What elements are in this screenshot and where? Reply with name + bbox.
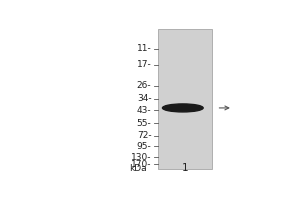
Text: 11-: 11- — [137, 44, 152, 53]
Text: 17-: 17- — [137, 60, 152, 69]
Text: kDa: kDa — [129, 164, 147, 173]
Text: 95-: 95- — [137, 142, 152, 151]
Text: 170-: 170- — [131, 160, 152, 169]
Text: 72-: 72- — [137, 131, 152, 140]
Text: 34-: 34- — [137, 94, 152, 103]
Text: 43-: 43- — [137, 106, 152, 115]
Text: 55-: 55- — [137, 119, 152, 128]
Ellipse shape — [163, 104, 203, 112]
FancyBboxPatch shape — [158, 29, 212, 169]
Text: 26-: 26- — [137, 81, 152, 90]
Text: 1: 1 — [182, 163, 188, 173]
Text: 130-: 130- — [131, 153, 152, 162]
